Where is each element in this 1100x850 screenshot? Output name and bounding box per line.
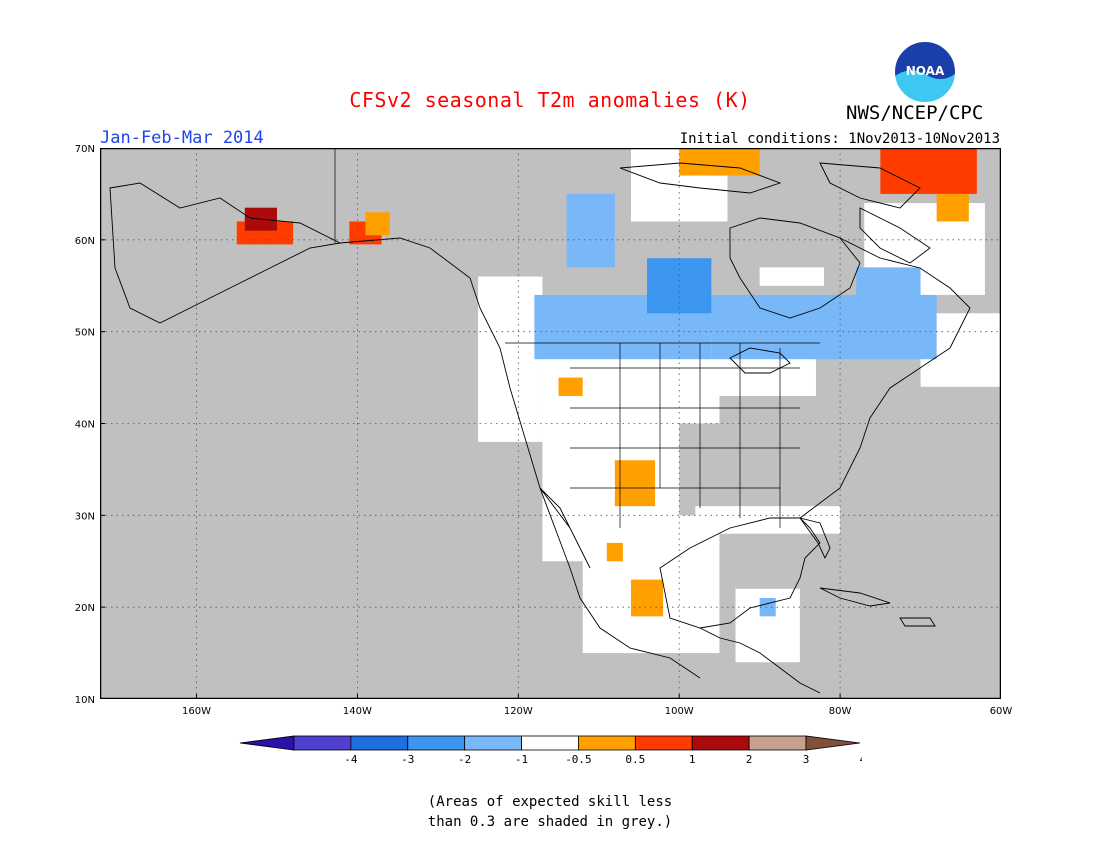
legend-arrow-high — [805, 735, 861, 751]
legend-arrow-low — [239, 735, 295, 751]
legend-swatch-5 — [521, 735, 579, 751]
y-tick-label-40N: 40N — [75, 420, 95, 431]
legend-swatch-9 — [748, 735, 807, 751]
anomaly-hudson-bay-south — [856, 267, 921, 305]
white-area-hudson-bay-edge — [759, 267, 825, 286]
legend-label-2: -2 — [458, 753, 471, 766]
legend-swatch-6 — [578, 735, 636, 751]
anomaly-greenland-baffin — [880, 148, 977, 194]
legend-label-0: -4 — [344, 753, 358, 766]
coastlines — [109, 162, 971, 694]
legend-label-3: -1 — [515, 753, 528, 766]
legend-swatch-3 — [407, 735, 466, 751]
anomaly-idaho — [558, 377, 583, 396]
anomaly-ontario-quebec — [711, 294, 937, 360]
anomaly-new-mexico — [614, 460, 656, 507]
x-tick-label-120W: 120W — [504, 706, 533, 717]
forecast-period: Jan-Feb-Mar 2014 — [100, 128, 264, 148]
y-tick-label-50N: 50N — [75, 328, 95, 339]
lat-lon-grid — [100, 148, 1001, 699]
x-tick-label-160W: 160W — [182, 706, 211, 717]
anomaly-yukon-coast-edge — [365, 212, 390, 236]
skill-note: (Areas of expected skill less than 0.3 a… — [0, 792, 1100, 832]
legend-label-1: -3 — [401, 753, 414, 766]
legend-swatch-7 — [634, 735, 693, 751]
legend-label-4: -0.5 — [565, 753, 592, 766]
legend-label-8: 3 — [803, 753, 810, 766]
y-tick-label-70N: 70N — [75, 144, 95, 155]
legend-label-6: 1 — [689, 753, 696, 766]
chart-title: CFSv2 seasonal T2m anomalies (K) — [349, 88, 751, 112]
anomaly-central-mexico — [606, 542, 623, 562]
state-borders — [334, 148, 820, 528]
color-legend: -4 -3 -2 -1 -0.5 0.5 1 2 3 4 — [239, 735, 862, 766]
anomaly-west-mexico — [630, 579, 664, 617]
y-tick-label-20N: 20N — [75, 603, 95, 614]
map-frame — [100, 148, 1001, 699]
x-tick-label-100W: 100W — [665, 706, 694, 717]
white-area-gulf-coast — [695, 506, 841, 534]
white-area-us-west-coast — [478, 276, 543, 442]
legend-swatch-8 — [691, 735, 750, 751]
anomaly-yucatan — [759, 597, 776, 617]
legend-swatch-4 — [464, 735, 522, 751]
anomaly-map — [100, 148, 1001, 699]
skill-note-line-1: (Areas of expected skill less — [427, 794, 673, 810]
anomaly-baffin-edge — [936, 193, 969, 222]
legend-swatch-2 — [350, 735, 409, 751]
anomaly-arctic-islands — [679, 148, 760, 176]
initial-conditions: Initial conditions: 1Nov2013-10Nov2013 — [679, 131, 1000, 147]
legend-swatch-1 — [293, 735, 352, 751]
legend-label-9: 4 — [860, 753, 862, 766]
noaa-logo-icon: NOAA — [893, 40, 957, 104]
skill-note-line-2: than 0.3 are shaded in grey.) — [427, 814, 673, 830]
x-tick-label-60W: 60W — [990, 706, 1013, 717]
x-tick-label-140W: 140W — [343, 706, 372, 717]
legend-label-7: 2 — [746, 753, 753, 766]
organization-label: NWS/NCEP/CPC — [846, 102, 984, 124]
logo-text: NOAA — [906, 64, 945, 78]
y-tick-label-30N: 30N — [75, 511, 95, 522]
x-tick-label-80W: 80W — [829, 706, 852, 717]
y-tick-label-10N: 10N — [75, 695, 95, 706]
anomaly-northern-canada-plains — [566, 193, 615, 268]
legend-label-5: 0.5 — [625, 753, 645, 766]
y-tick-label-60N: 60N — [75, 236, 95, 247]
